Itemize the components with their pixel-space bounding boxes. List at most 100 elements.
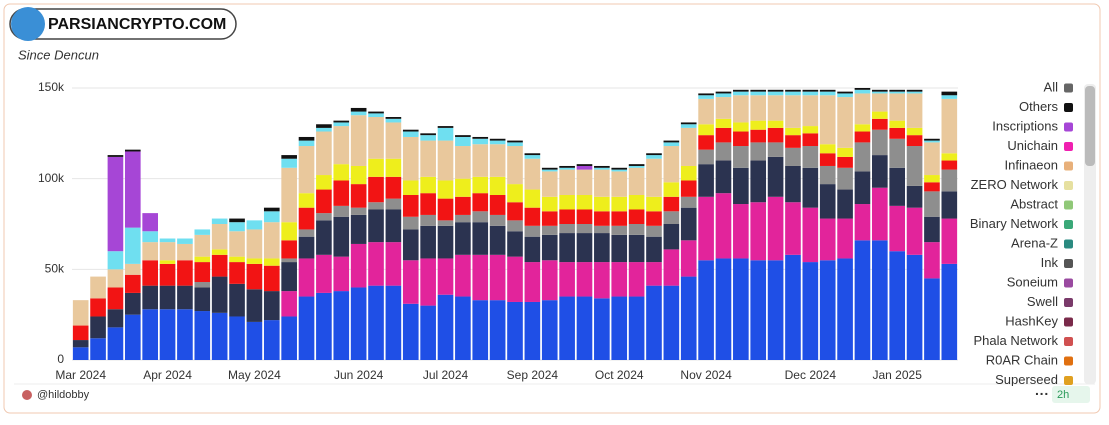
bar-segment — [246, 220, 263, 230]
bar-segment — [541, 260, 558, 301]
bar-segment — [524, 155, 541, 159]
bar-segment — [663, 196, 680, 212]
legend-label: Swell — [1027, 294, 1058, 309]
bar-segment — [368, 117, 384, 159]
bar-segment — [646, 285, 662, 360]
bar-segment — [889, 251, 906, 360]
bar-segment — [420, 258, 436, 306]
bar-segment — [507, 140, 523, 143]
bar-segment — [767, 156, 784, 197]
bar-segment — [611, 234, 628, 263]
bar-segment — [541, 225, 558, 235]
bar-segment — [854, 89, 871, 94]
bar-segment — [872, 187, 888, 241]
bar-segment — [402, 180, 419, 195]
bar-segment — [281, 155, 297, 159]
bar-segment — [872, 91, 888, 94]
bar-segment — [177, 285, 193, 310]
bar-segment — [229, 218, 245, 223]
legend-swatch — [1064, 317, 1073, 327]
bar-segment — [142, 231, 158, 243]
legend-swatch — [1064, 83, 1073, 93]
bar-segment — [489, 300, 506, 360]
bar-segment — [628, 194, 645, 210]
bar-segment — [507, 146, 523, 185]
bar-segment — [594, 262, 610, 299]
bar-segment — [437, 180, 454, 199]
bar-segment — [750, 120, 767, 130]
bar-segment — [715, 127, 732, 143]
bar-segment — [941, 218, 958, 264]
bar-segment — [733, 89, 749, 92]
bar-segment — [559, 167, 575, 170]
bar-segment — [437, 220, 454, 226]
bar-segment — [663, 140, 680, 143]
legend-scroll-thumb[interactable] — [1085, 86, 1095, 166]
bar-segment — [594, 169, 610, 197]
bar-segment — [906, 127, 923, 136]
bar-segment — [698, 135, 714, 150]
bar-segment — [906, 135, 923, 147]
bar-segment — [298, 258, 315, 297]
bar-segment — [472, 176, 489, 194]
legend-label: Abstract — [1010, 196, 1058, 211]
bar-segment — [837, 91, 853, 94]
bar-segment — [90, 298, 106, 317]
bar-segment — [455, 222, 471, 255]
bar-segment — [802, 126, 819, 134]
bar-segment — [489, 214, 506, 226]
bar-segment — [906, 207, 923, 255]
bar-segment — [680, 276, 697, 360]
bar-segment — [72, 340, 89, 348]
bar-segment — [872, 118, 888, 130]
bar-segment — [263, 258, 280, 266]
bar-segment — [767, 260, 784, 360]
bar-segment — [541, 234, 558, 261]
bar-segment — [333, 122, 350, 127]
legend-swatch — [1064, 161, 1073, 171]
bar-segment — [229, 316, 245, 360]
bar-segment — [437, 126, 454, 128]
bar-segment — [802, 146, 819, 168]
bar-segment — [472, 300, 489, 360]
bar-segment — [402, 136, 419, 181]
bar-segment — [837, 93, 853, 98]
bar-segment — [802, 95, 819, 127]
bar-segment — [368, 242, 384, 286]
bar-segment — [698, 149, 714, 165]
bar-segment — [819, 91, 836, 96]
bar-segment — [576, 262, 593, 297]
x-tick-label: Jun 2024 — [334, 368, 384, 382]
bar-segment — [246, 258, 263, 264]
bar-segment — [420, 176, 436, 194]
bar-segment — [420, 225, 436, 259]
more-menu[interactable]: ··· — [1035, 386, 1049, 402]
bar-segment — [802, 207, 819, 263]
legend-swatch — [1064, 200, 1073, 210]
bar-segment — [628, 164, 645, 166]
bar-segment — [663, 211, 680, 224]
bar-segment — [628, 224, 645, 235]
bar-segment — [924, 216, 940, 243]
bar-segment — [715, 97, 732, 119]
bar-segment — [559, 296, 575, 360]
bar-segment — [854, 171, 871, 205]
bar-segment — [767, 89, 784, 92]
bar-segment — [507, 184, 523, 203]
bar-segment — [507, 202, 523, 221]
bar-segment — [541, 167, 558, 170]
x-tick-label: Dec 2024 — [785, 368, 837, 382]
bar-segment — [316, 131, 332, 176]
bar-segment — [316, 124, 332, 128]
bar-segment — [316, 292, 332, 360]
bar-segment — [576, 194, 593, 210]
bar-segment — [229, 256, 245, 263]
y-tick-label: 50k — [45, 262, 65, 276]
bar-segment — [281, 316, 297, 360]
bar-segment — [559, 165, 575, 168]
bar-segment — [333, 256, 350, 292]
bar-segment — [628, 209, 645, 224]
bar-segment — [333, 216, 350, 257]
bar-segment — [594, 167, 610, 170]
bar-segment — [628, 167, 645, 195]
